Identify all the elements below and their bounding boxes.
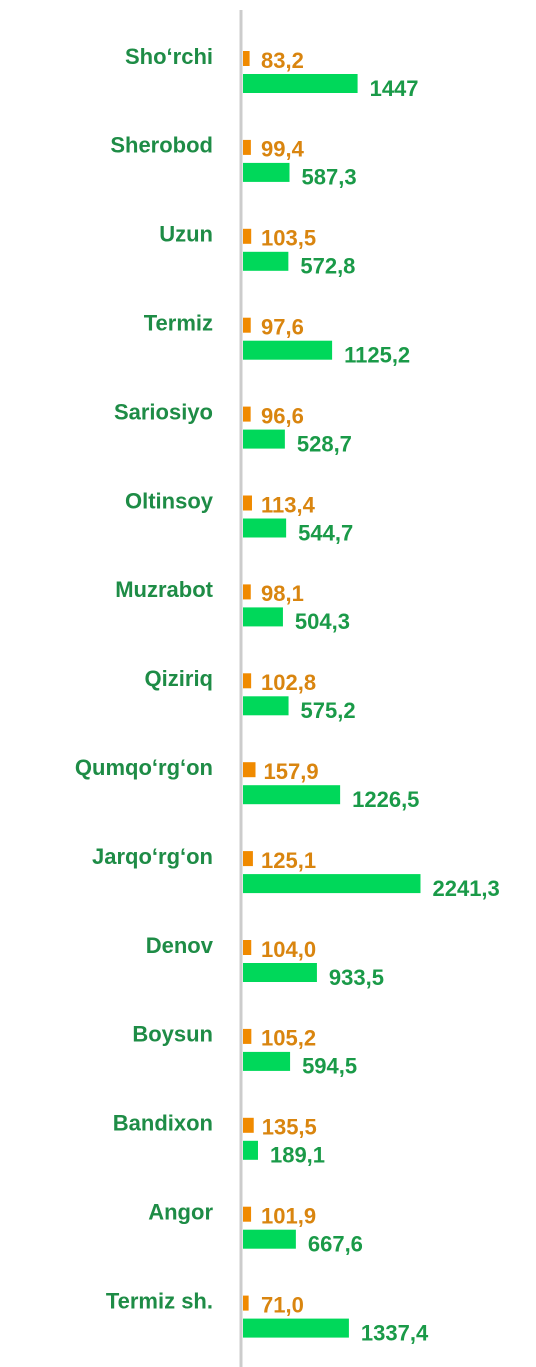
value-label: 1125,2 [344,343,410,368]
value-label: 189,1 [270,1143,325,1168]
value-label: 113,4 [261,492,316,517]
value-label: 587,3 [302,165,357,190]
category-label: Uzun [159,222,213,247]
category-label: Termiz sh. [106,1288,213,1313]
value-label: 933,5 [329,965,384,990]
bar [243,785,341,805]
bar [243,1051,291,1071]
bar [243,429,285,449]
bar [243,963,317,982]
value-label: 97,6 [261,315,304,340]
bar [243,228,252,244]
category-label: Boysun [132,1022,213,1047]
value-label: 104,0 [261,937,316,962]
value-label: 572,8 [300,254,355,279]
value-label: 2241,3 [432,876,499,901]
value-label: 98,1 [261,581,304,606]
bar [243,1028,252,1044]
value-label: 544,7 [298,520,353,545]
value-label: 1337,4 [361,1320,429,1345]
category-label: Angor [148,1200,213,1225]
bar [243,406,251,422]
category-label: Sho‘rchi [125,44,213,69]
bar [243,1206,252,1222]
category-label: Jarqo‘rg‘on [92,844,213,869]
category-label: Qumqo‘rg‘on [75,755,213,780]
category-label: Oltinsoy [125,488,214,513]
bar [243,317,251,333]
value-label: 83,2 [261,48,304,73]
value-label: 102,8 [261,670,316,695]
bar [243,251,289,271]
bar [243,1117,254,1133]
value-label: 504,3 [295,609,350,634]
value-label: 594,5 [302,1054,357,1079]
category-label: Bandixon [113,1111,213,1136]
bar [243,1318,349,1338]
bar [243,940,252,955]
value-label: 528,7 [297,431,352,456]
bar [243,584,251,600]
bar [243,874,421,894]
value-label: 101,9 [261,1204,316,1229]
bar [243,1295,249,1311]
value-label: 96,6 [261,403,304,428]
value-label: 157,9 [264,759,319,784]
bar [243,139,251,155]
value-label: 99,4 [261,137,305,162]
bar [243,607,283,627]
bar [243,1140,258,1160]
value-label: 105,2 [261,1026,316,1051]
category-label: Muzrabot [115,577,213,602]
category-label: Termiz [144,311,213,336]
category-label: Denov [146,933,214,958]
bar [243,340,333,360]
value-label: 71,0 [261,1292,304,1317]
bar [243,762,256,778]
bar [243,851,253,867]
category-label: Sherobod [110,133,213,158]
value-label: 1447 [370,76,419,101]
bar [243,518,287,538]
bar [243,162,290,182]
category-label: Sariosiyo [114,399,213,424]
bar [243,51,250,66]
value-label: 125,1 [261,848,316,873]
bar [243,673,252,689]
bar [243,1229,296,1249]
value-label: 667,6 [308,1232,363,1257]
value-label: 1226,5 [352,787,419,812]
value-label: 575,2 [301,698,356,723]
category-label: Qiziriq [145,666,213,691]
bar [243,495,252,511]
bar [243,696,289,716]
value-label: 135,5 [262,1115,317,1140]
value-label: 103,5 [261,226,316,251]
bar [243,74,358,93]
